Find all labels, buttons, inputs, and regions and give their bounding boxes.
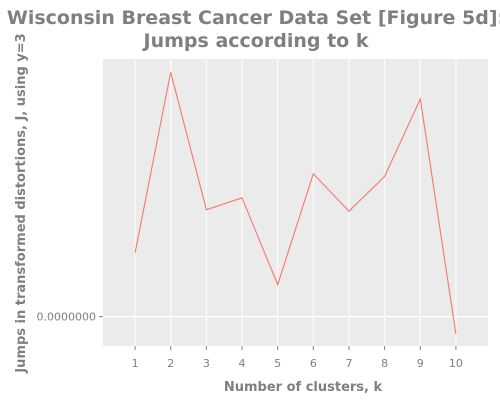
tick-label-x-9: 9 (417, 357, 424, 370)
tick-label-x-10: 10 (449, 357, 463, 370)
tick-label-x-7: 7 (345, 357, 352, 370)
series-line-0 (134, 72, 457, 335)
x-axis-title: Number of clusters, k (224, 380, 383, 395)
tick-label-x-3: 3 (203, 357, 210, 370)
tick-label-x-4: 4 (239, 357, 246, 370)
chart-title-line-2: Jumps according to k (142, 30, 369, 52)
tick-label-x-1: 1 (132, 357, 139, 370)
tick-label-x-5: 5 (274, 357, 281, 370)
tick-label-x-8: 8 (381, 357, 388, 370)
y-axis: 0.0000000 (37, 311, 103, 324)
tick-label-y-0: 0.0000000 (37, 311, 97, 324)
x-axis: 1 2 3 4 5 6 7 8 9 10 (132, 346, 463, 370)
tick-label-x-2: 2 (167, 357, 174, 370)
chart-title-line-1: Wisconsin Breast Cancer Data Set [Figure… (7, 7, 500, 29)
y-axis-title: Jumps in transformed distortions, J, usi… (14, 33, 29, 373)
tick-label-x-6: 6 (310, 357, 317, 370)
plot-panel (103, 59, 488, 346)
grid-layer (103, 59, 488, 346)
series-layer (134, 72, 457, 335)
